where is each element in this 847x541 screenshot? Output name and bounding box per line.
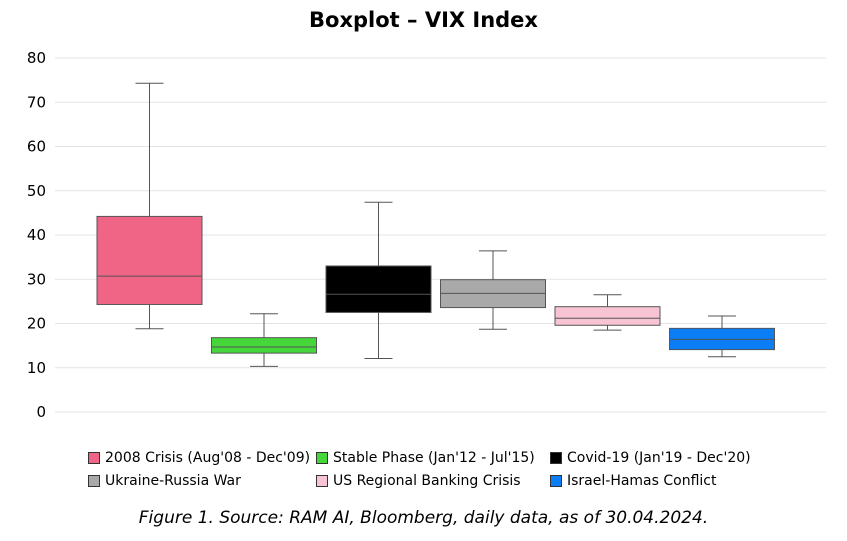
- boxes: [96, 82, 775, 367]
- chart-title: Boxplot – VIX Index: [309, 8, 538, 32]
- legend-swatch: [88, 452, 100, 464]
- box-group: [669, 315, 775, 358]
- legend-label: US Regional Banking Crisis: [333, 473, 521, 489]
- legend-label: Stable Phase (Jan'12 - Jul'15): [333, 450, 535, 466]
- legend-swatch: [316, 452, 328, 464]
- box-group: [440, 250, 546, 330]
- box-iqr: [96, 215, 203, 305]
- y-tick-label: 0: [36, 403, 46, 421]
- box-group: [96, 82, 203, 330]
- legend-swatch: [550, 452, 562, 464]
- legend-item: Covid-19 (Jan'19 - Dec'20): [550, 450, 751, 466]
- y-axis: 0 10 20 30 40 50 60 70 80: [27, 49, 46, 421]
- legend-item: US Regional Banking Crisis: [316, 473, 521, 489]
- box-iqr: [554, 306, 661, 326]
- legend-swatch: [550, 475, 562, 487]
- legend-item: Stable Phase (Jan'12 - Jul'15): [316, 450, 535, 466]
- box-iqr: [211, 337, 317, 354]
- legend-label: Covid-19 (Jan'19 - Dec'20): [567, 450, 751, 466]
- legend-swatch: [316, 475, 328, 487]
- box-group: [554, 294, 661, 331]
- box-group: [211, 313, 317, 367]
- legend-item: 2008 Crisis (Aug'08 - Dec'09): [88, 450, 310, 466]
- y-tick-label: 20: [27, 315, 46, 333]
- figure-caption: Figure 1. Source: RAM AI, Bloomberg, dai…: [138, 508, 709, 528]
- y-tick-label: 80: [27, 49, 46, 67]
- box-iqr: [325, 265, 432, 313]
- y-tick-label: 50: [27, 182, 46, 200]
- y-tick-label: 70: [27, 93, 46, 111]
- legend-label: 2008 Crisis (Aug'08 - Dec'09): [105, 450, 311, 466]
- legend-label: Israel-Hamas Conflict: [567, 473, 717, 489]
- y-tick-label: 30: [27, 270, 46, 288]
- y-tick-label: 60: [27, 138, 46, 156]
- legend-swatch: [88, 475, 100, 487]
- legend-item: Israel-Hamas Conflict: [550, 473, 717, 489]
- legend-item: Ukraine-Russia War: [88, 473, 241, 489]
- box-group: [325, 201, 432, 359]
- y-tick-label: 10: [27, 359, 46, 377]
- legend-label: Ukraine-Russia War: [105, 473, 241, 489]
- y-tick-label: 40: [27, 226, 46, 244]
